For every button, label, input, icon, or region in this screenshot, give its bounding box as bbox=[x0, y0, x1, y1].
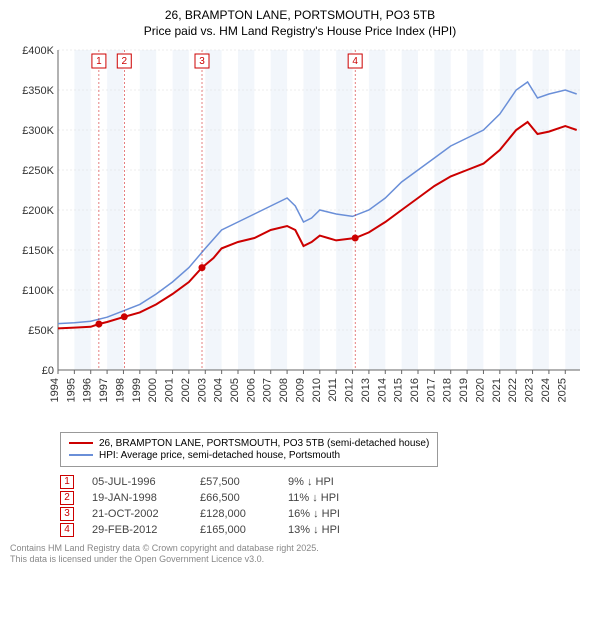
svg-text:2003: 2003 bbox=[196, 378, 208, 402]
transaction-price: £128,000 bbox=[200, 508, 270, 520]
chart-svg: £0 £50K £100K £150K £200K £250K £300K £350K £400… bbox=[10, 46, 590, 426]
svg-text:£200K: £200K bbox=[22, 205, 54, 217]
svg-text:2009: 2009 bbox=[294, 378, 306, 402]
svg-text:4: 4 bbox=[352, 56, 358, 67]
svg-text:2025: 2025 bbox=[556, 378, 568, 402]
svg-text:1995: 1995 bbox=[65, 378, 77, 402]
legend-label: 26, BRAMPTON LANE, PORTSMOUTH, PO3 5TB (… bbox=[99, 438, 429, 449]
svg-text:3: 3 bbox=[199, 56, 205, 67]
svg-text:2001: 2001 bbox=[164, 378, 176, 402]
svg-text:2015: 2015 bbox=[393, 378, 405, 402]
transaction-date: 05-JUL-1996 bbox=[92, 476, 182, 488]
transaction-marker-icon: 1 bbox=[60, 475, 74, 489]
chart-title-line2: Price paid vs. HM Land Registry's House … bbox=[10, 24, 590, 38]
svg-text:2018: 2018 bbox=[442, 378, 454, 402]
svg-text:£50K: £50K bbox=[28, 325, 54, 337]
svg-text:£400K: £400K bbox=[22, 46, 54, 57]
transaction-table: 1 05-JUL-1996 £57,500 9% ↓ HPI 2 19-JAN-1998 £… bbox=[60, 475, 590, 537]
transaction-marker-icon: 3 bbox=[60, 507, 74, 521]
svg-text:1: 1 bbox=[96, 56, 102, 67]
transaction-price: £57,500 bbox=[200, 476, 270, 488]
svg-text:£100K: £100K bbox=[22, 285, 54, 297]
svg-text:1994: 1994 bbox=[49, 378, 61, 402]
transaction-row: 1 05-JUL-1996 £57,500 9% ↓ HPI bbox=[60, 475, 590, 489]
svg-text:2005: 2005 bbox=[229, 378, 241, 402]
transaction-diff: 16% ↓ HPI bbox=[288, 508, 378, 520]
svg-text:£300K: £300K bbox=[22, 125, 54, 137]
svg-text:£150K: £150K bbox=[22, 245, 54, 257]
svg-text:2014: 2014 bbox=[376, 378, 388, 402]
transaction-date: 21-OCT-2002 bbox=[92, 508, 182, 520]
svg-text:2008: 2008 bbox=[278, 378, 290, 402]
svg-text:2023: 2023 bbox=[524, 378, 536, 402]
transaction-price: £165,000 bbox=[200, 524, 270, 536]
svg-text:2007: 2007 bbox=[262, 378, 274, 402]
legend-label: HPI: Average price, semi-detached house,… bbox=[99, 450, 340, 461]
footer-line: Contains HM Land Registry data © Crown c… bbox=[10, 543, 590, 555]
chart-container: 26, BRAMPTON LANE, PORTSMOUTH, PO3 5TB P… bbox=[0, 0, 600, 574]
svg-text:2017: 2017 bbox=[425, 378, 437, 402]
transaction-diff: 9% ↓ HPI bbox=[288, 476, 378, 488]
transaction-row: 4 29-FEB-2012 £165,000 13% ↓ HPI bbox=[60, 523, 590, 537]
footer-line: This data is licensed under the Open Gov… bbox=[10, 554, 590, 566]
svg-text:£0: £0 bbox=[42, 365, 54, 377]
svg-text:2021: 2021 bbox=[491, 378, 503, 402]
svg-text:£350K: £350K bbox=[22, 85, 54, 97]
legend-swatch-blue bbox=[69, 454, 93, 456]
chart-plot-area: £0 £50K £100K £150K £200K £250K £300K £350K £400… bbox=[10, 46, 590, 426]
footer-attribution: Contains HM Land Registry data © Crown c… bbox=[10, 543, 590, 566]
svg-text:1999: 1999 bbox=[131, 378, 143, 402]
svg-text:2: 2 bbox=[121, 56, 127, 67]
svg-text:2012: 2012 bbox=[344, 378, 356, 402]
transaction-price: £66,500 bbox=[200, 492, 270, 504]
svg-text:2006: 2006 bbox=[245, 378, 257, 402]
svg-text:2002: 2002 bbox=[180, 378, 192, 402]
svg-text:2004: 2004 bbox=[213, 378, 225, 402]
legend-item: HPI: Average price, semi-detached house,… bbox=[69, 450, 429, 461]
svg-text:2019: 2019 bbox=[458, 378, 470, 402]
legend-swatch-red bbox=[69, 442, 93, 444]
transaction-marker-icon: 2 bbox=[60, 491, 74, 505]
svg-text:2000: 2000 bbox=[147, 378, 159, 402]
legend-item: 26, BRAMPTON LANE, PORTSMOUTH, PO3 5TB (… bbox=[69, 438, 429, 449]
transaction-diff: 13% ↓ HPI bbox=[288, 524, 378, 536]
svg-text:2010: 2010 bbox=[311, 378, 323, 402]
svg-text:2022: 2022 bbox=[507, 378, 519, 402]
legend: 26, BRAMPTON LANE, PORTSMOUTH, PO3 5TB (… bbox=[60, 432, 438, 467]
transaction-date: 19-JAN-1998 bbox=[92, 492, 182, 504]
transaction-diff: 11% ↓ HPI bbox=[288, 492, 378, 504]
chart-title-line1: 26, BRAMPTON LANE, PORTSMOUTH, PO3 5TB bbox=[10, 8, 590, 24]
svg-text:1997: 1997 bbox=[98, 378, 110, 402]
transaction-marker-icon: 4 bbox=[60, 523, 74, 537]
svg-text:2020: 2020 bbox=[474, 378, 486, 402]
svg-text:2011: 2011 bbox=[327, 378, 339, 402]
svg-text:2016: 2016 bbox=[409, 378, 421, 402]
transaction-row: 3 21-OCT-2002 £128,000 16% ↓ HPI bbox=[60, 507, 590, 521]
transaction-row: 2 19-JAN-1998 £66,500 11% ↓ HPI bbox=[60, 491, 590, 505]
svg-text:1998: 1998 bbox=[114, 378, 126, 402]
svg-text:2024: 2024 bbox=[540, 378, 552, 402]
transaction-date: 29-FEB-2012 bbox=[92, 524, 182, 536]
svg-text:2013: 2013 bbox=[360, 378, 372, 402]
svg-text:£250K: £250K bbox=[22, 165, 54, 177]
svg-text:1996: 1996 bbox=[82, 378, 94, 402]
